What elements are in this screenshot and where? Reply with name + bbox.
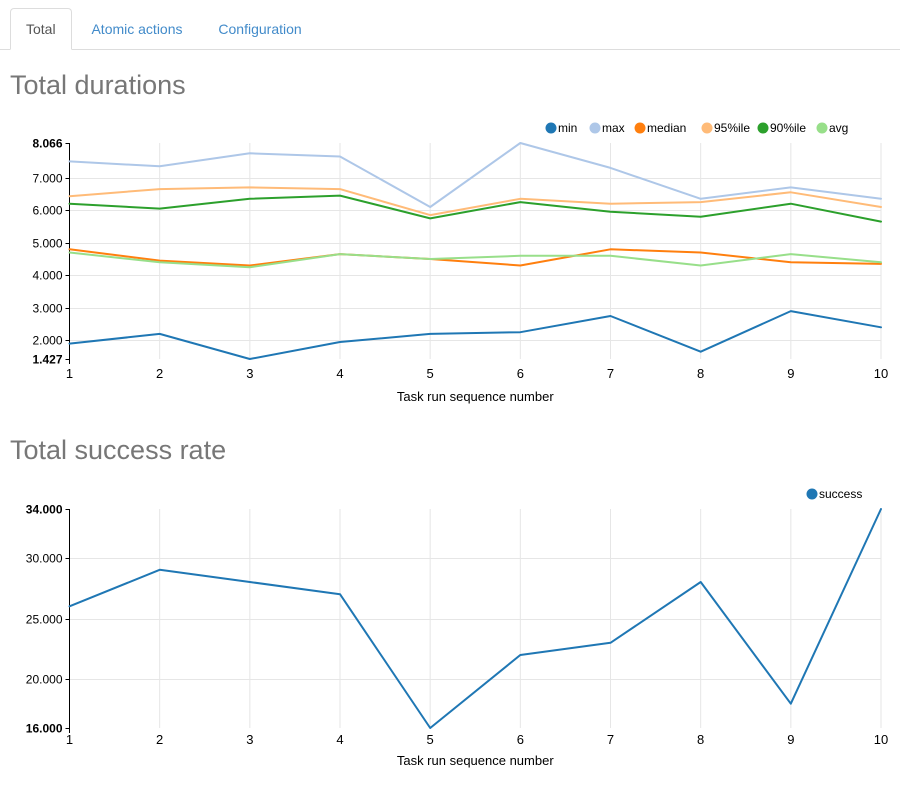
legend-label-min: min <box>558 121 577 135</box>
x-tick-label: 1 <box>66 366 73 381</box>
legend-item-95%ile[interactable]: 95%ile <box>701 121 751 135</box>
series-line-success <box>68 508 882 729</box>
legend-dot-median <box>634 122 646 134</box>
y-tick-label: 2.000 <box>32 334 62 348</box>
x-tick-label: 7 <box>607 732 614 747</box>
y-tick-label: 3.000 <box>32 302 62 316</box>
y-tick-label: 1.427 <box>32 353 62 367</box>
legend-label-90%ile: 90%ile <box>770 121 806 135</box>
x-tick-label: 8 <box>697 366 704 381</box>
x-tick-label: 1 <box>66 732 73 747</box>
x-tick-label: 2 <box>156 366 163 381</box>
series-line-min <box>68 310 882 360</box>
legend-item-90%ile[interactable]: 90%ile <box>757 121 807 135</box>
y-tick-label: 20.000 <box>26 673 63 687</box>
series-line-90%ile <box>68 194 882 223</box>
success-rate-heading: Total success rate <box>10 435 227 465</box>
legend-item-min[interactable]: min <box>545 121 578 135</box>
legend-dot-min <box>545 122 557 134</box>
y-tick-label: 25.000 <box>26 613 63 627</box>
legend-item-median[interactable]: median <box>634 121 687 135</box>
x-tick-label: 8 <box>697 732 704 747</box>
y-tick-label: 30.000 <box>26 552 63 566</box>
x-tick-label: 10 <box>874 366 888 381</box>
x-tick-label: 2 <box>156 732 163 747</box>
y-tick-label: 4.000 <box>32 269 62 283</box>
series-line-avg <box>68 251 882 269</box>
legend-item-max[interactable]: max <box>589 121 625 135</box>
legend-label-success: success <box>819 487 862 501</box>
tab-configuration-link[interactable]: Configuration <box>218 21 302 37</box>
series-line-max <box>68 142 882 208</box>
series-line-median <box>68 248 882 267</box>
x-tick-label: 6 <box>517 366 524 381</box>
legend-dot-90%ile <box>757 122 769 134</box>
x-axis-label: Task run sequence number <box>397 389 554 404</box>
x-tick-label: 4 <box>336 732 343 747</box>
legend-dot-max <box>589 122 601 134</box>
legend-label-95%ile: 95%ile <box>714 121 750 135</box>
legend-label-median: median <box>647 121 686 135</box>
x-tick-label: 6 <box>517 732 524 747</box>
tab-atomic-actions[interactable]: Atomic actions <box>75 8 198 50</box>
x-tick-label: 4 <box>336 366 343 381</box>
legend-label-avg: avg <box>829 121 848 135</box>
y-tick-label: 7.000 <box>32 172 62 186</box>
tab-total-link[interactable]: Total <box>10 8 72 50</box>
tab-bar: Total Atomic actions Configuration <box>0 8 900 50</box>
legend-dot-95%ile <box>701 122 713 134</box>
x-tick-label: 3 <box>246 366 253 381</box>
series-line-95%ile <box>68 186 882 217</box>
x-tick-label: 10 <box>874 732 888 747</box>
x-axis-label: Task run sequence number <box>397 753 554 768</box>
x-tick-label: 5 <box>427 366 434 381</box>
legend-item-success[interactable]: success <box>806 487 863 501</box>
y-tick-label: 34.000 <box>26 503 63 517</box>
tab-configuration[interactable]: Configuration <box>202 8 317 50</box>
legend-dot-avg <box>816 122 828 134</box>
legend-dot-success <box>806 488 818 500</box>
legend-item-avg[interactable]: avg <box>816 121 849 135</box>
tab-atomic-actions-link[interactable]: Atomic actions <box>91 21 183 37</box>
x-tick-label: 5 <box>427 732 434 747</box>
durations-heading: Total durations <box>10 70 186 100</box>
y-tick-label: 5.000 <box>32 237 62 251</box>
x-tick-label: 3 <box>246 732 253 747</box>
x-tick-label: 7 <box>607 366 614 381</box>
y-tick-label: 16.000 <box>26 722 63 736</box>
legend-label-max: max <box>602 121 625 135</box>
durations-chart: 8.066 7.000 6.000 5.000 4.000 3.000 2.000 1.427… <box>32 121 888 404</box>
y-tick-label: 8.066 <box>32 137 62 151</box>
y-tick-label: 6.000 <box>32 204 62 218</box>
x-tick-label: 9 <box>787 366 794 381</box>
x-tick-label: 9 <box>787 732 794 747</box>
tab-total[interactable]: Total <box>10 8 72 50</box>
